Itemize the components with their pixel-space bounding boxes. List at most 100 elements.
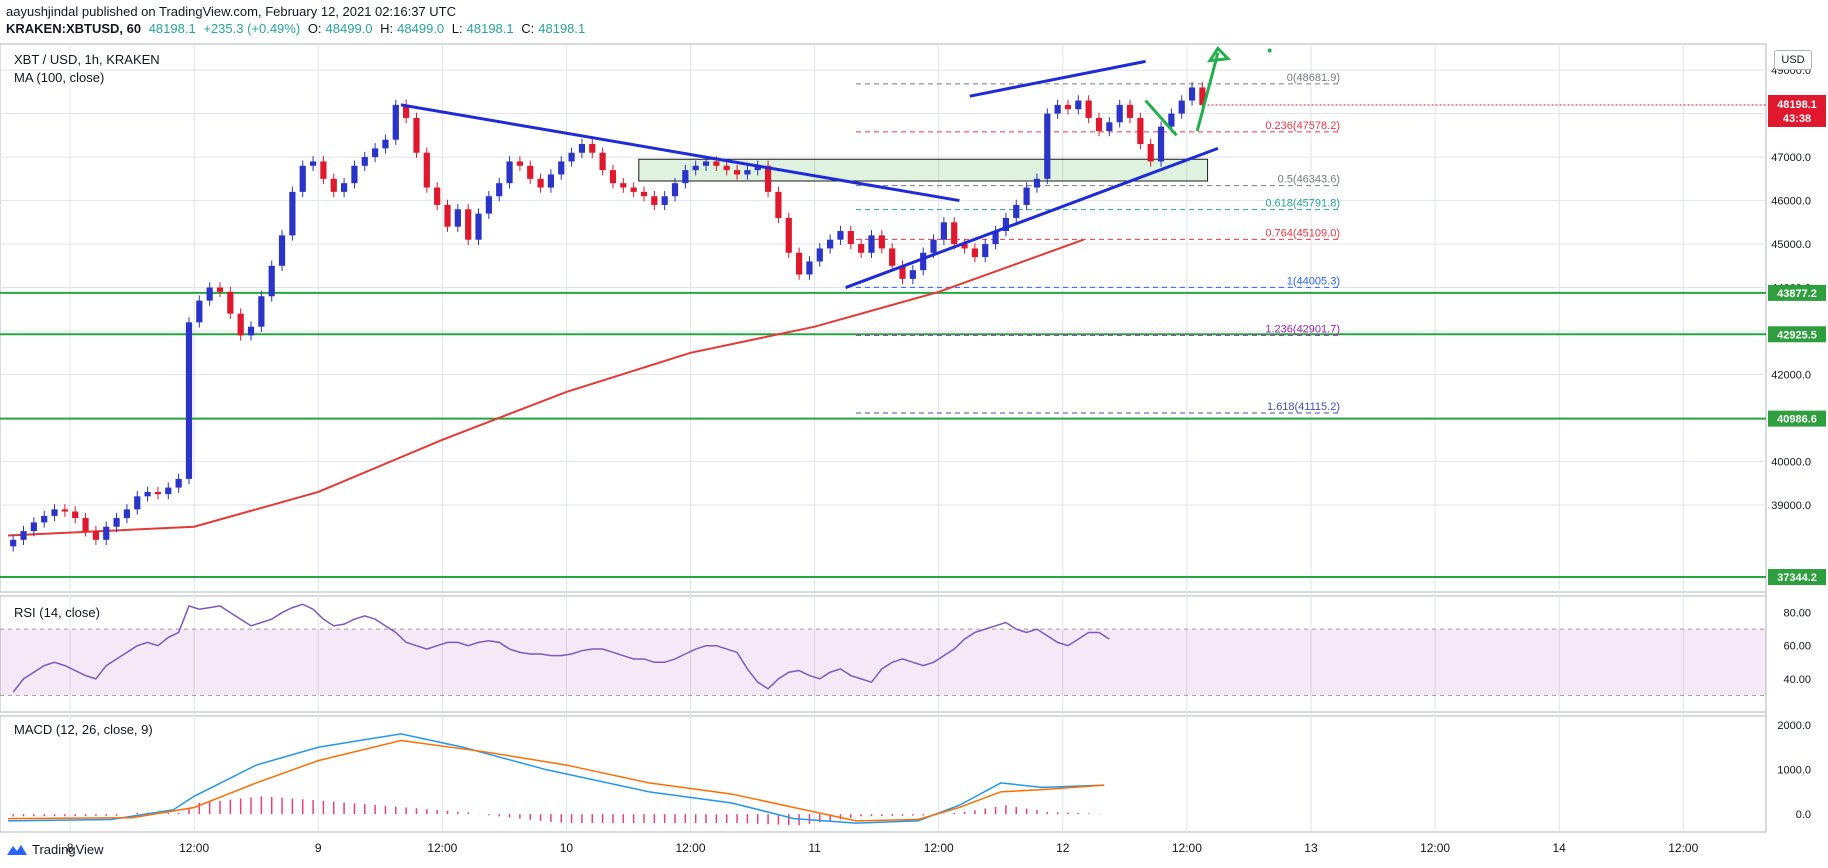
main-pane-border <box>0 43 1767 593</box>
candle-body <box>340 183 348 192</box>
annotation-layer: 0(48681.9) 0.236(47578.2) 0.5(46343.6) 0.61… <box>400 45 1340 413</box>
candle-body <box>661 196 668 205</box>
candle-body <box>982 244 989 258</box>
candle-body <box>920 252 927 271</box>
candle-body <box>909 270 916 279</box>
candle-body <box>1013 204 1020 218</box>
candle-body <box>889 248 896 266</box>
symbol-quote-line: KRAKEN:XBTUSD, 60 48198.1 +235.3 (+0.49%… <box>6 21 589 36</box>
low-value: 48198.1 <box>466 21 514 36</box>
candle-body <box>992 231 999 245</box>
macd-tick-label: 1000.0 <box>1777 765 1811 777</box>
projection-arrow-down <box>1144 99 1178 137</box>
candle-body <box>547 174 555 188</box>
macd-line <box>7 733 1105 824</box>
candle-body <box>247 326 255 336</box>
y-tick-label: 46000.0 <box>1771 196 1811 208</box>
candle-body <box>558 161 565 175</box>
candle-body <box>361 157 368 166</box>
high-label: H: <box>380 21 394 36</box>
candle-body <box>858 244 865 253</box>
candle-body <box>165 487 172 495</box>
channel-upper <box>969 59 1146 98</box>
x-tick-label: 12:00 <box>427 841 457 855</box>
projection-arrow-up <box>1195 52 1220 132</box>
candle-body <box>506 161 513 184</box>
x-tick-label: 12:00 <box>1172 841 1202 855</box>
fib-level-label: 0.618(45791.8) <box>1265 198 1340 210</box>
tradingview-logo-icon <box>7 844 27 855</box>
candle-body <box>589 144 596 153</box>
fib-level-label: 0(48681.9) <box>1287 72 1340 84</box>
candle-body <box>485 196 492 214</box>
x-tick-label: 12:00 <box>1668 841 1698 855</box>
support-price-label: 40986.6 <box>1777 414 1817 426</box>
candle-body <box>1106 122 1113 131</box>
candle-body <box>1054 104 1061 114</box>
candle-body <box>134 496 141 510</box>
candle-body <box>1033 178 1041 188</box>
price-change: +235.3 (+0.49%) <box>203 21 301 36</box>
candle-body <box>1064 104 1072 110</box>
candle-body <box>775 191 782 218</box>
candle-body <box>516 161 523 166</box>
rsi-panel-title[interactable]: RSI (14, close) <box>14 605 100 620</box>
support-price-label: 37344.2 <box>1777 572 1817 584</box>
candle-body <box>837 231 844 240</box>
candle-body <box>1168 113 1175 127</box>
last-price-tag <box>1768 94 1826 127</box>
candle-body <box>320 161 327 179</box>
support-price-tag <box>1768 326 1826 343</box>
candle-body <box>599 152 606 171</box>
support-price-label: 43877.2 <box>1777 288 1817 300</box>
macd-signal-line <box>7 739 1105 822</box>
candle-body <box>868 235 875 253</box>
candle-body <box>1157 126 1165 162</box>
candle-body <box>1116 104 1123 123</box>
candle-body <box>816 248 823 262</box>
macd-tick-label: 0.0 <box>1796 809 1811 821</box>
candle-body <box>41 515 48 523</box>
close-label: C: <box>521 21 535 36</box>
candle-body <box>785 217 792 253</box>
candle-body <box>237 313 244 336</box>
candle-body <box>878 235 885 249</box>
candle-body <box>527 165 534 179</box>
candle-body <box>423 152 430 188</box>
brand-label: TradingView <box>32 842 104 857</box>
open-label: O: <box>307 21 322 36</box>
candle-body <box>103 526 110 540</box>
candle-body <box>1178 100 1185 114</box>
ma-indicator-label[interactable]: MA (100, close) <box>14 70 105 85</box>
candle-body <box>806 261 813 275</box>
x-tick-label: 12:00 <box>676 841 706 855</box>
support-price-tag <box>1768 569 1826 586</box>
rsi-band <box>0 629 1766 696</box>
candle-body <box>537 178 544 188</box>
candle-body <box>72 511 79 519</box>
candle-body <box>465 209 472 240</box>
countdown-label: 43:38 <box>1783 113 1811 125</box>
candle-body <box>744 170 751 175</box>
candle-body <box>1147 144 1154 162</box>
candle-body <box>1126 104 1134 118</box>
bearish-trendline <box>400 103 960 203</box>
candle-body <box>671 183 679 197</box>
candles-layer <box>10 82 1206 552</box>
x-tick-label: 8 <box>67 841 74 855</box>
x-tick-label: 12:00 <box>1420 841 1450 855</box>
candle-body <box>351 165 358 184</box>
projection-arrow-head <box>1206 45 1232 63</box>
candle-body <box>1199 87 1206 105</box>
macd-panel-title[interactable]: MACD (12, 26, close, 9) <box>14 722 153 737</box>
candle-body <box>1002 217 1010 232</box>
macd-pane-border <box>0 715 1767 833</box>
currency-button[interactable]: USD <box>1774 50 1812 70</box>
close-value: 48198.1 <box>538 21 586 36</box>
candle-body <box>113 518 120 527</box>
overlay-layer <box>0 83 1766 826</box>
footer-brand[interactable]: TradingView <box>6 842 104 857</box>
candle-body <box>702 161 710 166</box>
candle-body <box>330 178 337 192</box>
